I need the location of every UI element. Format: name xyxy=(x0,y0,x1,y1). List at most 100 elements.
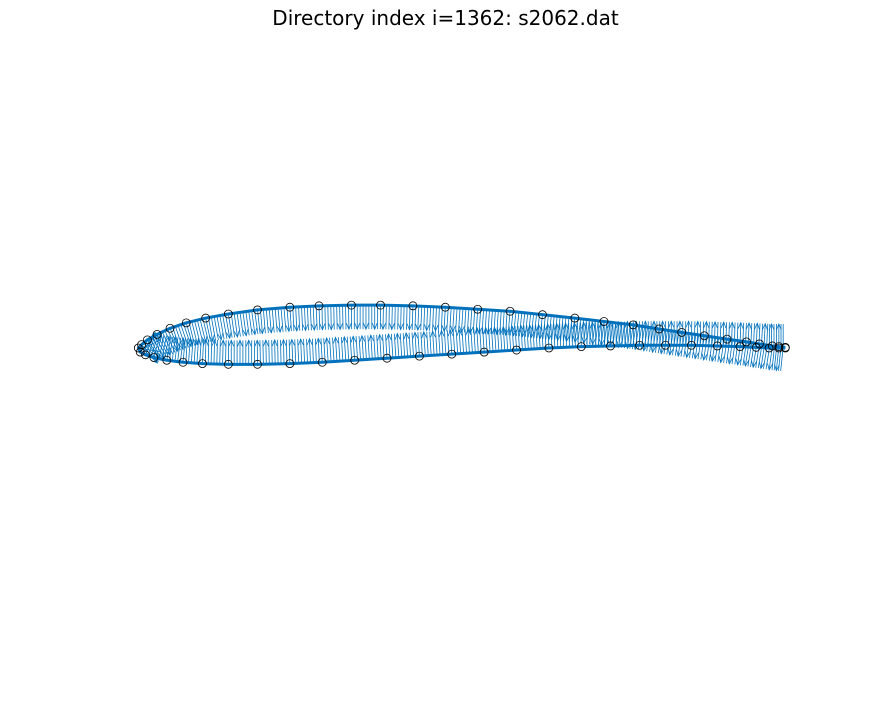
normal-arrow-shaft xyxy=(309,338,311,363)
normal-arrow-shaft xyxy=(494,327,497,352)
normal-arrow-head xyxy=(580,321,587,329)
normal-arrow-head xyxy=(458,325,465,334)
normal-arrow-shaft xyxy=(520,325,523,350)
normal-arrow-head xyxy=(324,336,330,345)
normal-arrow-shaft xyxy=(174,337,179,362)
normal-arrow-shaft xyxy=(408,332,411,357)
normal-arrow-shaft xyxy=(576,322,579,347)
normal-arrow-head xyxy=(306,337,313,346)
normal-arrow-head xyxy=(217,333,224,341)
normal-arrow-shaft xyxy=(556,323,559,348)
normal-arrow-shaft xyxy=(470,328,473,353)
normal-arrow-shaft xyxy=(340,337,344,362)
normal-arrow-shaft xyxy=(476,328,479,353)
normal-arrow-shaft xyxy=(600,322,603,347)
normal-arrow-shaft xyxy=(440,307,443,332)
normal-arrow-head xyxy=(242,329,249,337)
normal-arrow-shaft xyxy=(330,305,332,330)
normal-arrow-shaft xyxy=(438,330,441,355)
normal-arrow-shaft xyxy=(592,322,594,347)
normal-arrow-shaft xyxy=(532,324,535,349)
surface-point-marker xyxy=(376,300,385,310)
normal-arrow-head xyxy=(710,354,716,363)
normal-arrow-head xyxy=(491,326,498,334)
normal-arrow-shaft xyxy=(731,322,733,347)
normal-vectors xyxy=(138,305,784,372)
surface-point-marker xyxy=(314,301,324,311)
normal-arrow-shaft xyxy=(402,333,406,358)
normal-arrow-head xyxy=(693,352,699,360)
normal-arrow-shaft xyxy=(499,310,502,335)
surface-point-marker xyxy=(751,342,761,352)
normal-arrow-shaft xyxy=(225,340,227,365)
normal-arrow-head xyxy=(676,349,682,358)
normal-arrow-shaft xyxy=(441,330,444,355)
normal-arrow-head xyxy=(394,332,401,340)
normal-arrow-head xyxy=(421,330,428,339)
normal-arrow-shaft xyxy=(222,340,224,365)
normal-arrow-shaft xyxy=(233,313,238,338)
normal-arrow-shaft xyxy=(332,337,335,362)
normal-arrow-shaft xyxy=(589,322,591,347)
normal-arrow-head xyxy=(518,324,525,332)
normal-arrow-shaft xyxy=(488,327,491,352)
normal-arrow-shaft xyxy=(295,306,298,331)
normal-arrow-head xyxy=(280,338,287,346)
normal-arrow-shaft xyxy=(188,322,196,346)
normal-arrow-shaft xyxy=(429,331,432,356)
normal-arrow-shaft xyxy=(230,313,235,338)
normal-arrow-shaft xyxy=(705,321,707,346)
normal-arrow-head xyxy=(371,323,378,331)
surface-point-marker xyxy=(346,300,356,310)
normal-arrow-shaft xyxy=(248,311,253,335)
normal-arrow-shaft xyxy=(301,306,304,331)
normal-arrow-shaft xyxy=(397,305,399,330)
normal-arrow-shaft xyxy=(280,307,284,332)
normal-arrow-shaft xyxy=(262,309,266,334)
normal-arrow-shaft xyxy=(409,305,411,330)
normal-arrow-shaft xyxy=(251,310,256,335)
normal-arrow-head xyxy=(677,320,683,328)
normal-arrow-shaft xyxy=(175,326,184,350)
surface-point-marker xyxy=(253,359,262,369)
normal-arrow-shaft xyxy=(333,305,335,330)
surface-point-marker xyxy=(538,310,547,320)
normal-arrow-shaft xyxy=(163,336,170,360)
surface-point-marker xyxy=(780,343,790,353)
normal-arrow-head xyxy=(345,323,352,331)
normal-arrow-shaft xyxy=(242,311,247,336)
normal-arrow-shaft xyxy=(277,339,279,364)
normal-arrow-head xyxy=(494,328,501,336)
surface-point-marker xyxy=(512,345,521,355)
normal-arrow-shaft xyxy=(338,337,341,362)
surface-point-marker xyxy=(133,343,143,353)
normal-arrow-shaft xyxy=(467,329,470,354)
normal-arrow-shaft xyxy=(624,321,626,346)
normal-arrow-head xyxy=(659,347,665,355)
normal-arrow-shaft xyxy=(268,340,270,365)
normal-arrow-shaft xyxy=(268,308,272,333)
normal-arrow-head xyxy=(263,339,269,347)
normal-arrow-shaft xyxy=(559,323,562,348)
normal-arrow-shaft xyxy=(297,339,300,364)
normal-arrow-head xyxy=(720,321,727,329)
normal-arrow-head xyxy=(651,320,657,328)
normal-arrow-head xyxy=(220,339,226,347)
normal-arrow-shaft xyxy=(711,321,713,346)
normal-arrow-shaft xyxy=(199,319,207,343)
normal-arrow-shaft xyxy=(521,312,526,337)
normal-arrow-head xyxy=(456,328,463,336)
normal-arrow-shaft xyxy=(411,332,414,357)
surface-point-marker xyxy=(181,318,191,328)
normal-arrow-shaft xyxy=(167,329,179,352)
normal-arrow-head xyxy=(571,321,578,330)
normal-arrow-shaft xyxy=(529,325,532,350)
surface-point-marker xyxy=(253,305,262,315)
normal-arrow-shaft xyxy=(511,326,515,351)
normal-arrow-shaft xyxy=(388,334,391,359)
normal-arrow-shaft xyxy=(300,339,303,364)
normal-arrow-shaft xyxy=(177,337,182,362)
normal-arrow-shaft xyxy=(466,308,470,333)
surface-point-marker xyxy=(606,341,615,351)
normal-arrow-head xyxy=(758,362,765,370)
